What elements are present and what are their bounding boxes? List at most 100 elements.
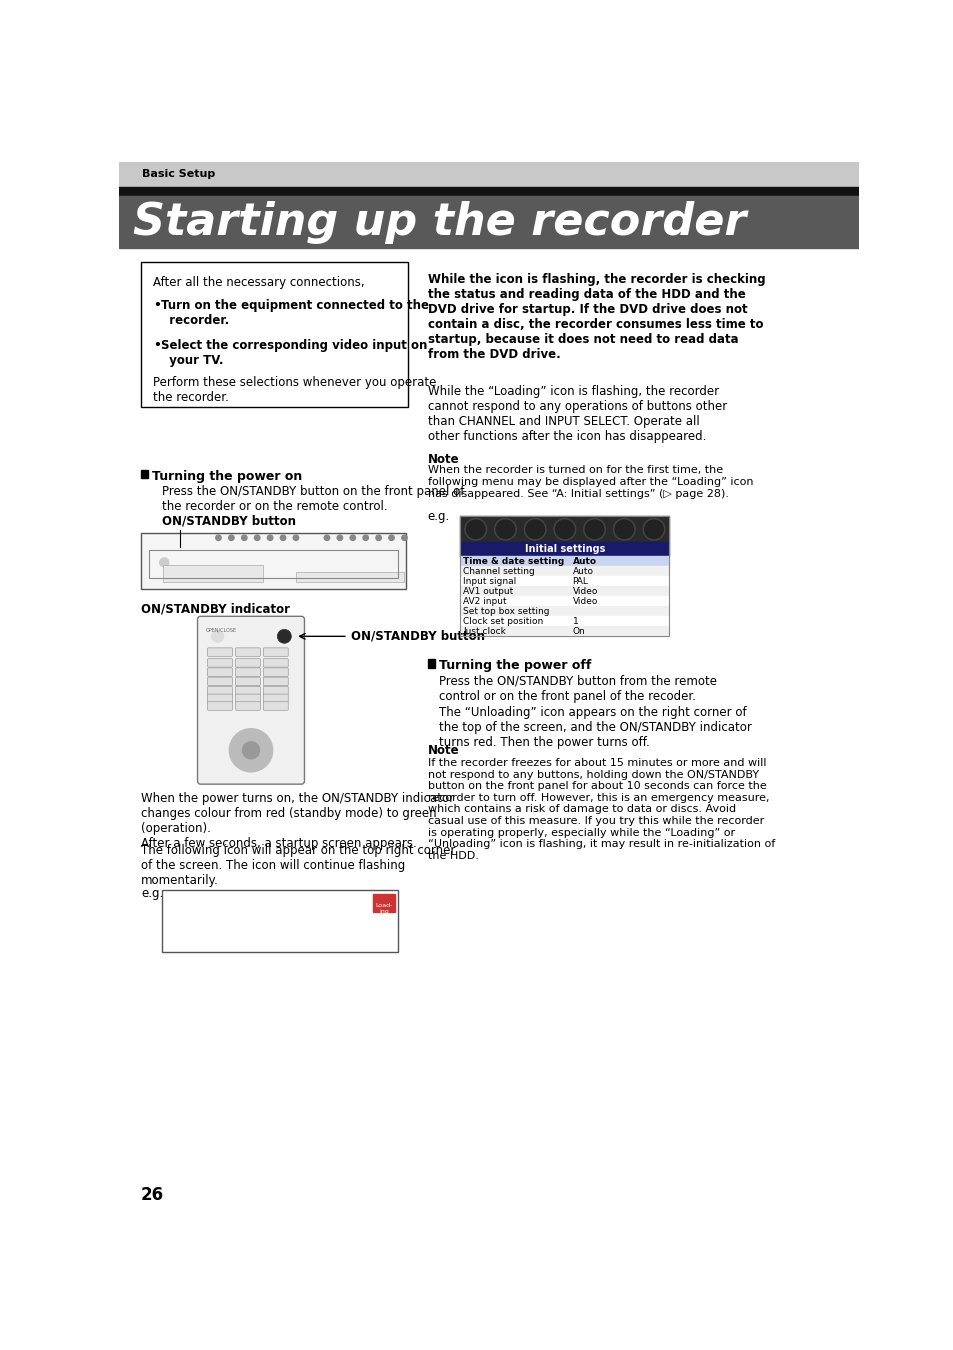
FancyBboxPatch shape <box>208 668 233 676</box>
FancyBboxPatch shape <box>263 678 288 686</box>
FancyBboxPatch shape <box>208 678 233 686</box>
Text: The following icon will appear on the top right corner
of the screen. The icon w: The following icon will appear on the to… <box>141 844 455 887</box>
Text: Set top box setting: Set top box setting <box>463 606 549 616</box>
Text: Just clock: Just clock <box>463 626 506 636</box>
Bar <box>141 262 407 406</box>
Bar <box>459 626 669 636</box>
Text: On: On <box>572 626 585 636</box>
Text: Turn on the equipment connected to the
  recorder.: Turn on the equipment connected to the r… <box>161 300 429 327</box>
Circle shape <box>293 535 298 540</box>
Text: e.g.: e.g. <box>427 510 450 522</box>
Text: OPEN/CLOSE: OPEN/CLOSE <box>205 628 236 632</box>
Text: Input signal: Input signal <box>463 576 517 586</box>
Circle shape <box>525 520 544 539</box>
Circle shape <box>324 535 330 540</box>
FancyBboxPatch shape <box>235 668 260 676</box>
Circle shape <box>615 520 633 539</box>
Circle shape <box>254 535 259 540</box>
FancyBboxPatch shape <box>263 668 288 676</box>
Text: Turning the power off: Turning the power off <box>438 659 590 672</box>
Circle shape <box>401 535 407 540</box>
Bar <box>162 566 263 582</box>
Text: While the icon is flashing, the recorder is checking
the status and reading data: While the icon is flashing, the recorder… <box>427 273 764 360</box>
Text: Video: Video <box>572 597 598 606</box>
Circle shape <box>350 535 355 540</box>
Circle shape <box>212 630 224 643</box>
Circle shape <box>496 520 515 539</box>
Bar <box>459 606 669 617</box>
FancyBboxPatch shape <box>235 648 260 656</box>
Bar <box>119 162 858 186</box>
FancyBboxPatch shape <box>235 702 260 710</box>
Circle shape <box>583 518 605 540</box>
FancyBboxPatch shape <box>208 694 233 702</box>
Bar <box>459 516 669 636</box>
FancyBboxPatch shape <box>263 648 288 656</box>
Circle shape <box>336 535 342 540</box>
Circle shape <box>555 520 574 539</box>
FancyBboxPatch shape <box>208 659 233 667</box>
Text: ON/STANDBY indicator: ON/STANDBY indicator <box>141 602 290 616</box>
Bar <box>141 470 148 478</box>
Text: Basic Setup: Basic Setup <box>142 169 215 180</box>
FancyBboxPatch shape <box>263 694 288 702</box>
FancyBboxPatch shape <box>235 659 260 667</box>
Bar <box>459 543 669 556</box>
Circle shape <box>389 535 394 540</box>
Text: Initial settings: Initial settings <box>524 544 604 555</box>
Circle shape <box>241 535 247 540</box>
Circle shape <box>375 535 381 540</box>
Bar <box>459 617 669 626</box>
Bar <box>119 196 858 248</box>
Bar <box>459 586 669 597</box>
Text: Channel setting: Channel setting <box>463 567 535 575</box>
Circle shape <box>644 520 662 539</box>
Text: ON/STANDBY button: ON/STANDBY button <box>351 630 484 643</box>
Bar <box>162 891 397 952</box>
Circle shape <box>585 520 603 539</box>
Circle shape <box>159 558 169 567</box>
Text: Auto: Auto <box>572 567 593 575</box>
Circle shape <box>229 535 233 540</box>
Circle shape <box>215 535 221 540</box>
Circle shape <box>267 535 273 540</box>
Circle shape <box>554 518 575 540</box>
Text: Note: Note <box>427 744 458 757</box>
Circle shape <box>494 518 516 540</box>
Text: Video: Video <box>572 587 598 595</box>
Text: Note: Note <box>427 454 458 466</box>
FancyBboxPatch shape <box>263 686 288 695</box>
Text: Auto: Auto <box>572 556 596 566</box>
Text: If the recorder freezes for about 15 minutes or more and will
not respond to any: If the recorder freezes for about 15 min… <box>427 757 774 861</box>
Text: Press the ON/STANDBY button from the remote
control or on the front panel of the: Press the ON/STANDBY button from the rem… <box>438 675 716 703</box>
Circle shape <box>466 520 484 539</box>
Bar <box>427 659 435 668</box>
Text: AV1 output: AV1 output <box>463 587 513 595</box>
Text: Starting up the recorder: Starting up the recorder <box>133 201 746 243</box>
FancyBboxPatch shape <box>263 659 288 667</box>
Text: 26: 26 <box>141 1187 164 1204</box>
Text: While the “Loading” icon is flashing, the recorder
cannot respond to any operati: While the “Loading” icon is flashing, th… <box>427 385 726 443</box>
FancyBboxPatch shape <box>263 702 288 710</box>
Text: e.g.: e.g. <box>141 887 163 900</box>
FancyBboxPatch shape <box>235 694 260 702</box>
Text: Select the corresponding video input on
  your TV.: Select the corresponding video input on … <box>161 339 427 367</box>
Circle shape <box>524 518 545 540</box>
Bar <box>141 533 406 589</box>
Text: Time & date setting: Time & date setting <box>463 556 564 566</box>
Text: •: • <box>153 300 161 312</box>
Bar <box>459 556 669 566</box>
Text: Press the ON/STANDBY button on the front panel of
the recorder or on the remote : Press the ON/STANDBY button on the front… <box>162 486 464 513</box>
Text: PAL: PAL <box>572 576 588 586</box>
Bar <box>119 186 858 196</box>
Text: ON/STANDBY button: ON/STANDBY button <box>162 514 295 528</box>
Circle shape <box>642 518 664 540</box>
Text: Clock set position: Clock set position <box>463 617 543 626</box>
Bar <box>149 549 397 578</box>
Circle shape <box>362 535 368 540</box>
FancyBboxPatch shape <box>208 648 233 656</box>
Text: Perform these selections whenever you operate
the recorder.: Perform these selections whenever you op… <box>153 377 436 404</box>
Bar <box>459 576 669 586</box>
FancyBboxPatch shape <box>235 678 260 686</box>
Text: •: • <box>153 339 161 352</box>
